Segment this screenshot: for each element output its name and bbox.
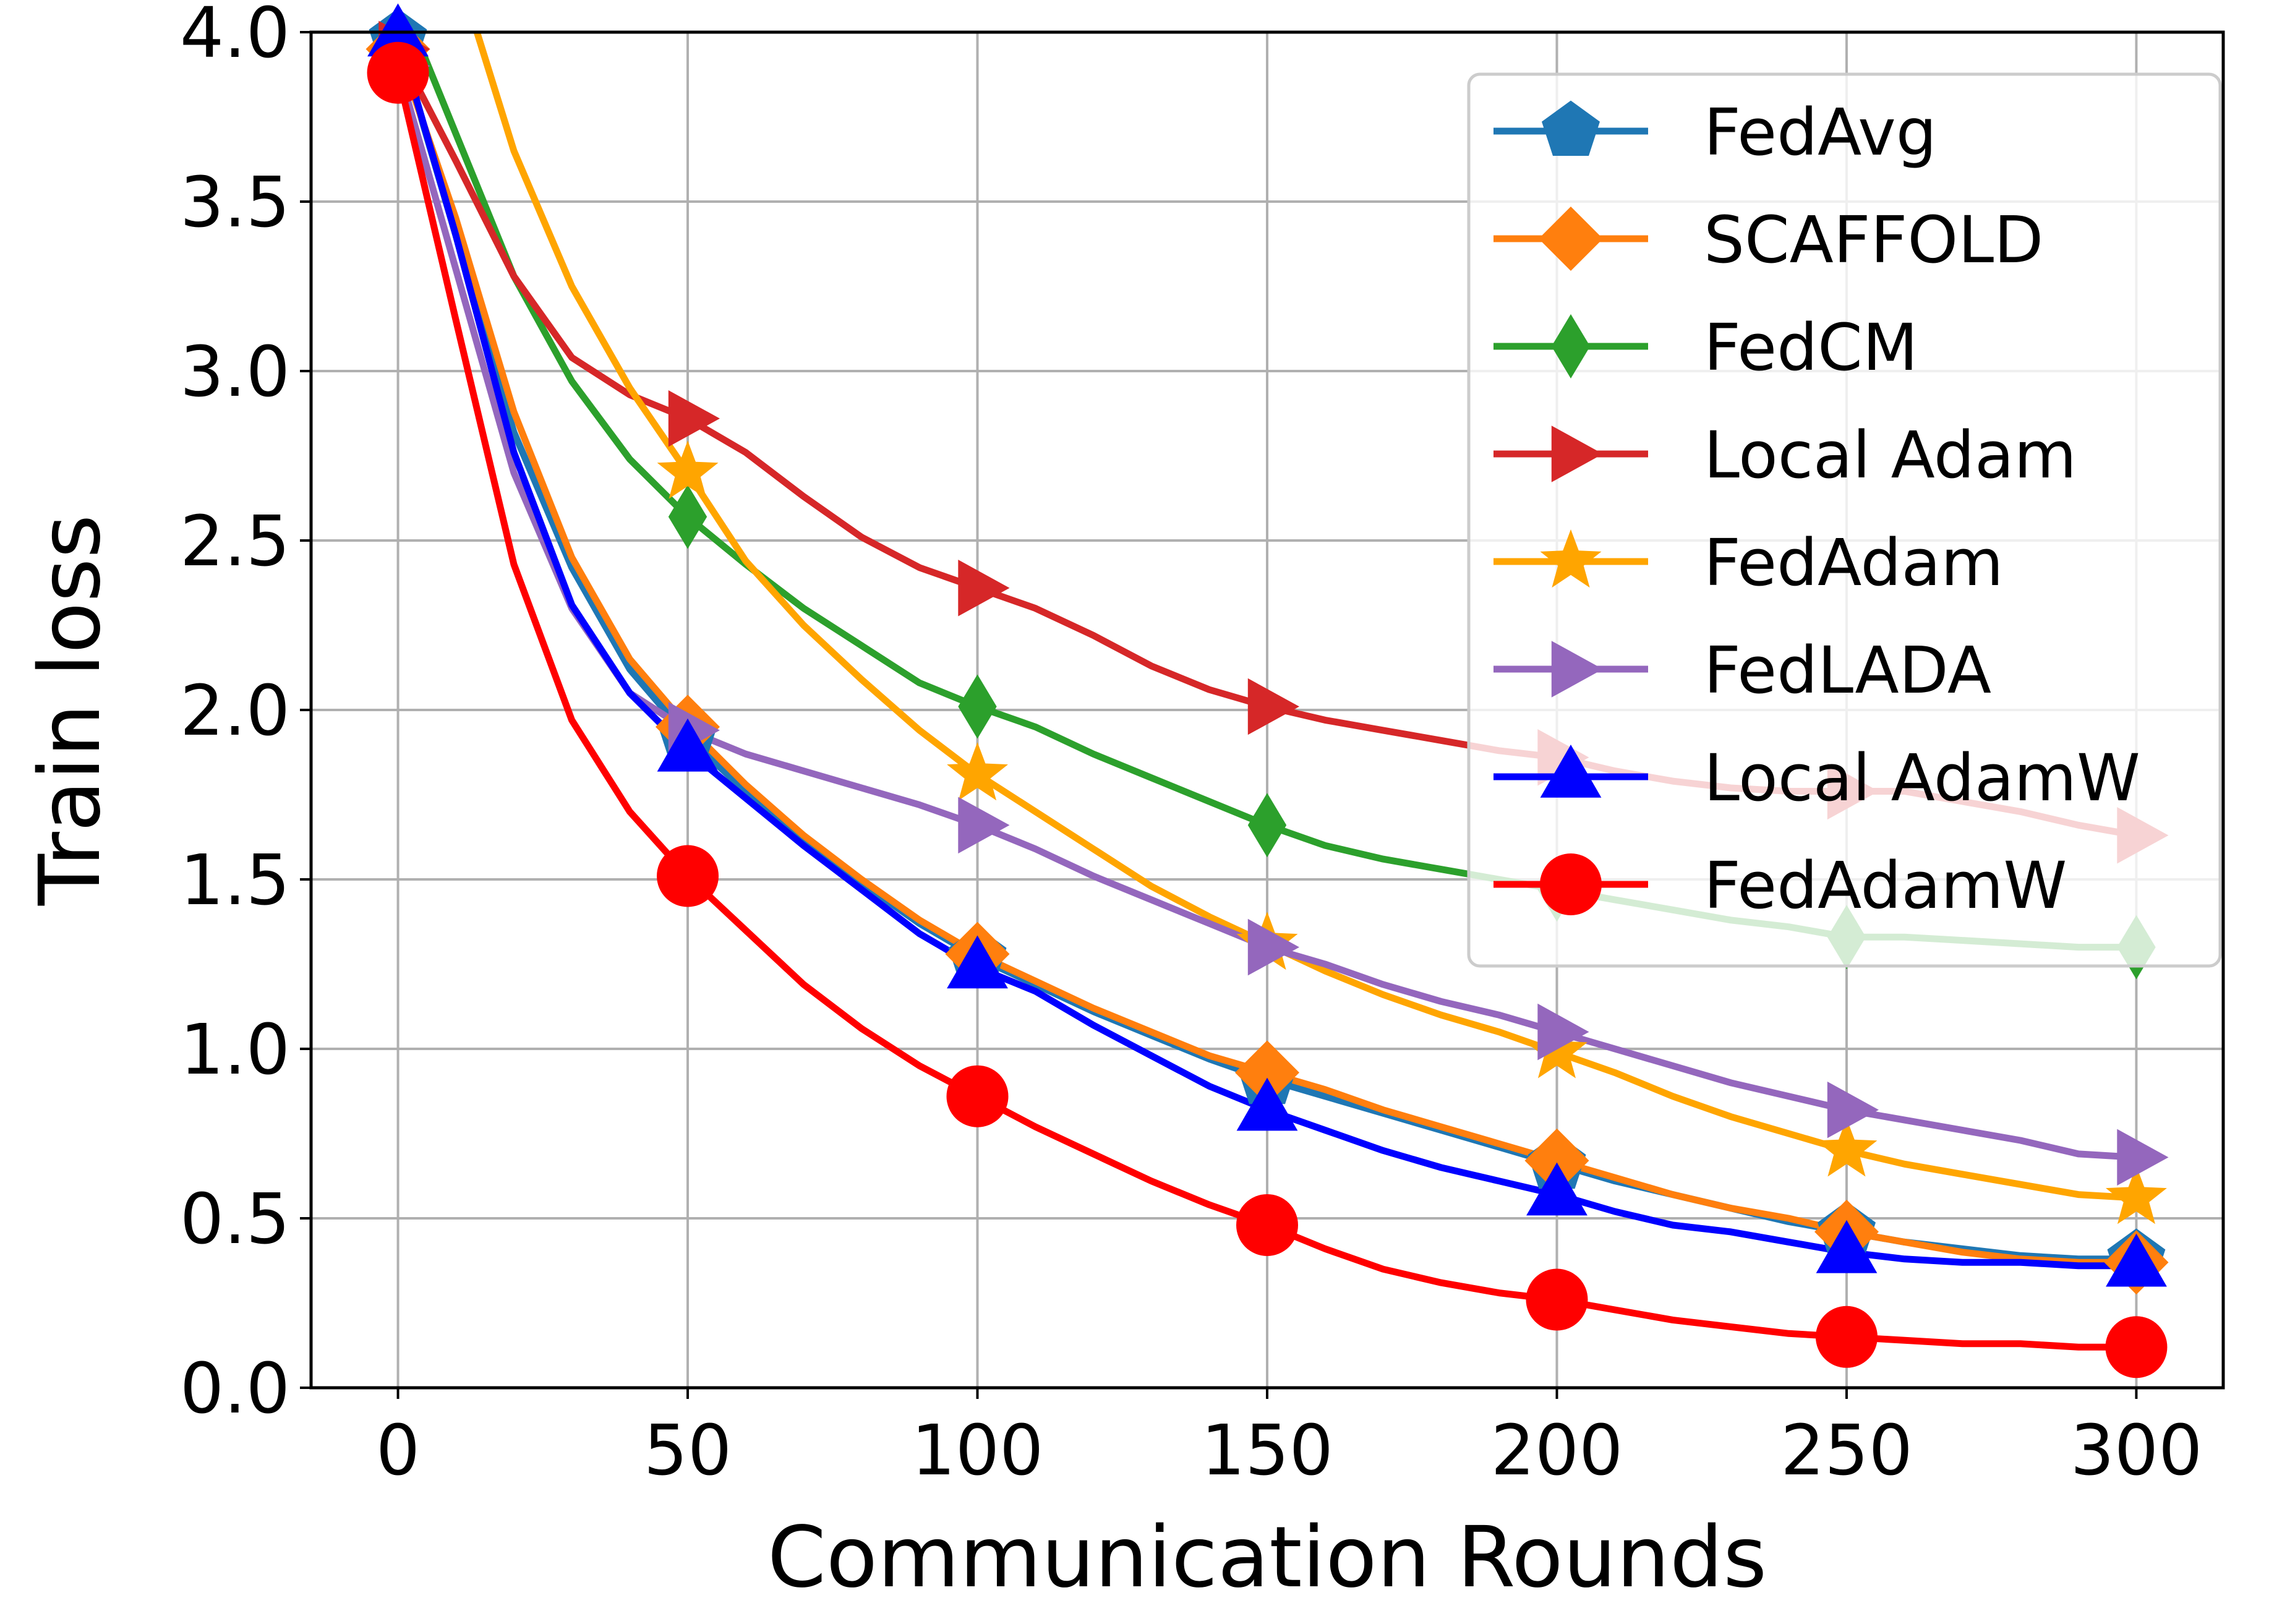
y-tick-label: 3.0: [180, 332, 290, 412]
x-tick-label: 150: [1201, 1411, 1333, 1491]
data-point-fedlada: [1537, 1003, 1589, 1061]
data-point-local-adamw: [1526, 1162, 1587, 1216]
legend-label-fedcm: FedCM: [1704, 310, 1918, 385]
data-point-fedadamw: [946, 1065, 1009, 1127]
x-tick-label: 250: [1780, 1411, 1913, 1491]
legend-marker-scaffold: [1539, 207, 1603, 271]
x-tick-label: 0: [376, 1411, 420, 1491]
legend-marker-fedavg: [1542, 100, 1600, 156]
data-point-local-adam: [668, 390, 720, 447]
data-point-fedadamw: [1526, 1268, 1588, 1331]
y-tick-label: 1.0: [180, 1010, 290, 1090]
legend-label-scaffold: SCAFFOLD: [1704, 202, 2043, 278]
data-point-fedcm: [958, 674, 997, 739]
legend-label-fedlada: FedLADA: [1704, 633, 1991, 708]
legend: FedAvg SCAFFOLD FedCM Local Adam FedAdam FedL…: [1467, 72, 2222, 968]
data-point-scaffold: [1235, 1040, 1299, 1105]
data-point-local-adamw: [947, 935, 1008, 989]
data-point-local-adamw: [1236, 1077, 1298, 1131]
data-point-fedlada: [958, 797, 1010, 854]
legend-marker-fedadamw: [1540, 853, 1602, 915]
data-point-fedlada: [1827, 1081, 1879, 1139]
legend-label-fedavg: FedAvg: [1704, 95, 1937, 170]
data-point-fedadam: [657, 440, 719, 499]
x-tick-label: 100: [912, 1411, 1044, 1491]
x-tick-label: 50: [644, 1411, 732, 1491]
data-point-fedadam: [1816, 1118, 1878, 1177]
legend-marker-local-adamw: [1540, 745, 1602, 798]
y-tick-label: 4.0: [180, 0, 290, 74]
data-point-local-adam: [958, 560, 1010, 617]
data-point-fedadam: [2106, 1166, 2167, 1224]
data-point-fedcm: [668, 484, 707, 549]
legend-label-local-adamw: Local AdamW: [1704, 740, 2140, 816]
legend-box: [1467, 72, 2222, 968]
x-axis-label: Communication Rounds: [767, 1509, 1767, 1607]
data-point-local-adamw: [1816, 1220, 1878, 1273]
data-point-local-adamw: [367, 3, 429, 57]
data-point-fedlada: [1247, 918, 1299, 976]
data-point-scaffold: [1524, 1128, 1589, 1193]
y-tick-label: 1.5: [180, 840, 290, 921]
data-point-local-adamw: [2106, 1233, 2167, 1287]
legend-label-fedadam: FedAdam: [1704, 525, 2004, 600]
data-point-local-adam: [1247, 678, 1299, 735]
legend-marker-local-adam: [1551, 425, 1603, 482]
data-point-fedadam: [947, 742, 1008, 801]
x-tick-label: 300: [2070, 1411, 2203, 1491]
legend-label-fedadamw: FedAdamW: [1704, 848, 2067, 923]
y-tick-label: 0.5: [180, 1179, 290, 1260]
data-point-fedadamw: [1236, 1194, 1298, 1256]
y-axis-label: Train loss: [22, 515, 119, 906]
y-tick-label: 2.0: [180, 671, 290, 751]
legend-label-local-adam: Local Adam: [1704, 417, 2077, 493]
legend-marker-fedcm: [1551, 314, 1591, 378]
data-point-local-adamw: [657, 718, 719, 772]
data-point-fedcm: [1247, 793, 1287, 858]
data-point-fedlada: [2117, 1129, 2169, 1186]
y-tick-label: 0.0: [180, 1349, 290, 1429]
x-tick-label: 200: [1491, 1411, 1623, 1491]
ticks: 0 50 100 150 200 250 300 0.0 0.5 1.0 1.5 2.0 2.5 3.0 3…: [180, 0, 2202, 1491]
legend-marker-fedadam: [1540, 529, 1602, 588]
data-point-fedadamw: [2105, 1316, 2168, 1378]
data-point-fedadamw: [657, 845, 719, 907]
y-tick-label: 3.5: [180, 163, 290, 243]
data-point-fedadamw: [367, 41, 429, 104]
data-point-fedadamw: [1815, 1306, 1878, 1368]
y-tick-label: 2.5: [180, 502, 290, 582]
legend-marker-fedlada: [1551, 641, 1603, 698]
